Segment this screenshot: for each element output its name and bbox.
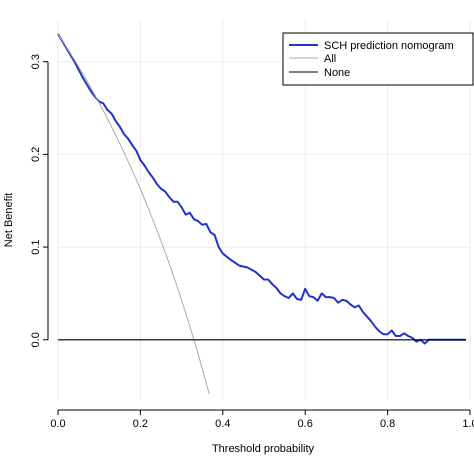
x-tick-label: 0.4 — [215, 418, 230, 430]
series-lines — [57, 33, 466, 395]
y-tick-label: 0.1 — [30, 239, 42, 254]
x-tick-label: 0.0 — [50, 418, 65, 430]
x-tick-label: 0.2 — [133, 418, 148, 430]
legend-label-all: All — [324, 53, 336, 65]
axes: 0.0 0.2 0.4 0.6 0.8 1.0 0.0 0.1 0.2 0.3 — [30, 54, 474, 430]
legend-label-sch-nomogram: SCH prediction nomogram — [324, 40, 454, 52]
legend: SCH prediction nomogram All None — [282, 32, 474, 86]
legend-label-none: None — [324, 67, 350, 79]
x-tick-label: 0.6 — [298, 418, 313, 430]
y-tick-label: 0.3 — [30, 54, 42, 69]
x-axis-label: Threshold probability — [212, 443, 315, 455]
x-tick-label: 0.8 — [380, 418, 395, 430]
series-line-all — [57, 33, 210, 395]
y-tick-label: 0.2 — [30, 147, 42, 162]
y-axis-label: Net Benefit — [3, 193, 15, 247]
y-tick-label: 0.0 — [30, 332, 42, 347]
x-tick-label: 1.0 — [462, 418, 474, 430]
legend-box — [282, 32, 474, 86]
series-line-sch-prediction-nomogram — [57, 33, 466, 345]
